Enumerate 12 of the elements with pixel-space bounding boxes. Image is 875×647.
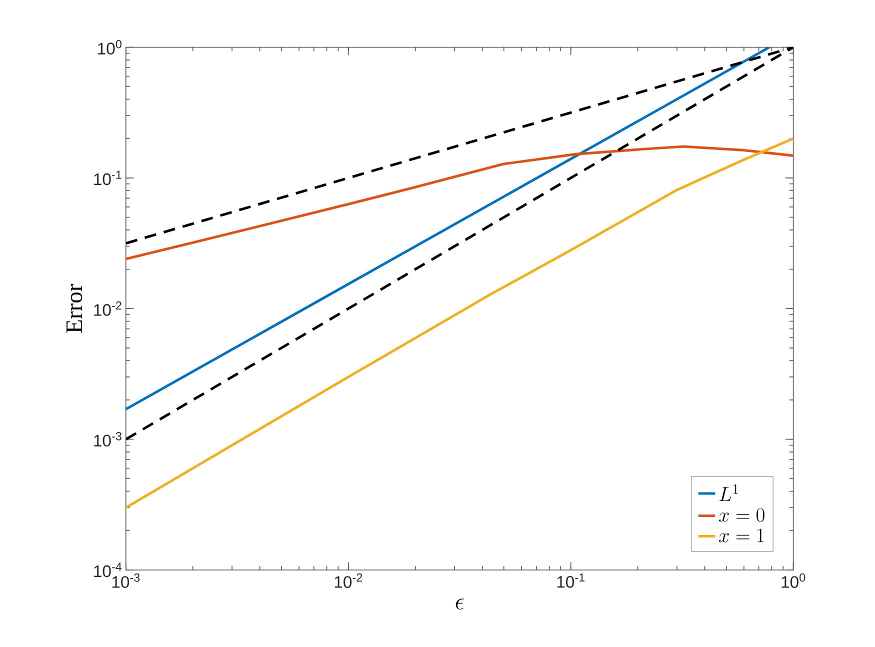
x-tick-label: 10$^{0}$	[782, 574, 806, 588]
legend-label: $x=1$	[719, 528, 764, 542]
legend-label: $L^1$	[719, 484, 738, 502]
x-tick-label: 10$^{-1}$	[557, 574, 585, 588]
legend-label: $x=0$	[719, 508, 764, 522]
x-axis-title: $\epsilon$	[456, 598, 464, 610]
y-tick-label: 10$^{-2}$	[94, 301, 122, 316]
y-axis-title: Error	[66, 284, 82, 333]
y-tick-label: 10$^{-3}$	[94, 432, 122, 447]
y-tick-label: 10$^{0}$	[98, 40, 122, 55]
y-tick-label: 10$^{-1}$	[94, 170, 122, 186]
x-tick-label: 10$^{-2}$	[334, 574, 362, 588]
